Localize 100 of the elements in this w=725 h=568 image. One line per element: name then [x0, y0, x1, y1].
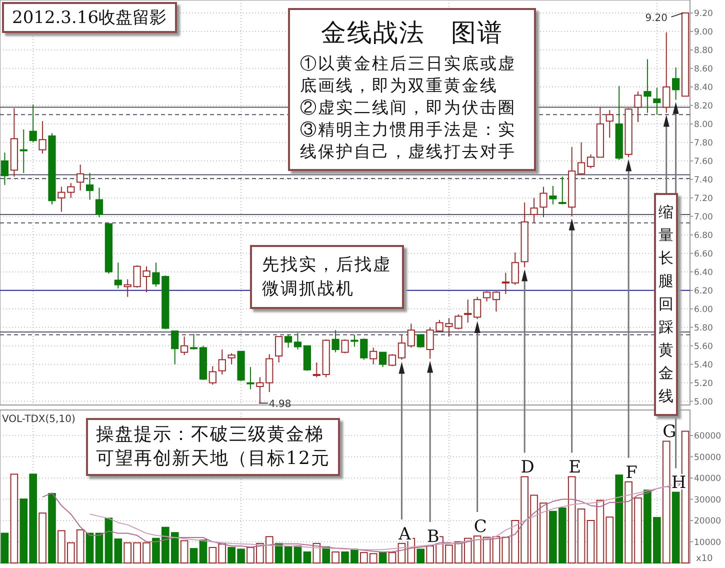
candlestick: [653, 87, 661, 116]
candlestick: [218, 349, 226, 375]
candlestick: [95, 187, 104, 218]
y-tick-label: 5.60: [694, 342, 713, 352]
bar: [615, 474, 624, 564]
bar: [284, 546, 292, 564]
candlestick: [20, 128, 28, 174]
candlestick: [275, 336, 283, 363]
bar: [378, 552, 387, 564]
candlestick: [0, 152, 9, 186]
bar: [492, 536, 500, 564]
data-label: C: [474, 517, 487, 538]
data-label: E: [568, 458, 582, 478]
bar: [606, 516, 614, 564]
bar: [596, 500, 604, 564]
candlestick: [511, 252, 519, 286]
y-tick-label: 5.00: [694, 397, 713, 408]
candlestick: [464, 299, 472, 324]
candlestick: [76, 164, 84, 191]
bar: [38, 512, 46, 564]
y-tick-label: 9.20: [694, 8, 713, 19]
candlestick: [67, 182, 75, 198]
y-tick-label: 7.40: [694, 175, 713, 186]
bar: [586, 520, 595, 564]
bar: [332, 551, 340, 564]
annotation: 金线战法 图谱: [320, 17, 504, 49]
bar: [322, 546, 330, 564]
y-tick-label: 50000: [694, 452, 722, 463]
bar: [294, 546, 302, 564]
candlestick: [416, 334, 424, 348]
candlestick: [379, 352, 387, 368]
annotation: ②虚实二线间，即为伏击圈: [300, 97, 517, 119]
candlestick: [180, 336, 188, 356]
y-tick-label: 30000: [694, 495, 722, 506]
candlestick: [540, 186, 548, 218]
y-tick-label: 8.60: [694, 64, 713, 74]
candlestick: [530, 197, 538, 224]
candlestick: [190, 333, 198, 350]
annotation: ①以黄金柱后三日实底或虚底画线，即为双重黄金线: [300, 53, 517, 97]
candlestick: [114, 262, 122, 289]
y-tick-label: 60000: [694, 432, 722, 442]
chart-title: VOL-TDX(5,10): [2, 414, 76, 425]
bar: [416, 548, 425, 564]
candlestick: [549, 185, 557, 205]
y-tick-label: 6.80: [694, 230, 713, 241]
candlestick: [208, 366, 216, 386]
candlestick: [312, 362, 320, 378]
y-tick-label: 6.60: [694, 249, 713, 260]
candlestick: [634, 91, 642, 123]
data-label: F: [626, 462, 638, 483]
annotation: 操盘提示：不破三级黄金梯: [96, 423, 325, 447]
y-tick-label: 7.00: [694, 212, 713, 222]
bar: [0, 532, 9, 564]
candlestick: [502, 272, 510, 295]
data-label: D: [520, 458, 534, 478]
bar: [388, 552, 396, 564]
annotation: 先找实，后找虚: [262, 254, 392, 277]
bar: [303, 551, 312, 564]
candlestick: [228, 352, 236, 365]
candlestick: [332, 330, 340, 353]
annotation: 可望再创新天地（目标12元: [96, 447, 330, 471]
candlestick: [294, 332, 302, 350]
text: 缩量长腿回踩黄金线: [658, 203, 674, 405]
bar: [672, 492, 680, 564]
candlestick: [558, 176, 566, 205]
y-tick-label: 9.00: [694, 27, 713, 38]
text: x10: [696, 554, 714, 564]
bar: [48, 493, 56, 564]
data-label: G: [662, 422, 676, 442]
candlestick: [388, 354, 396, 367]
y-tick-label: 8.00: [694, 120, 713, 130]
y-tick-label: 20000: [694, 516, 722, 526]
text: 4.98: [268, 399, 292, 410]
y-tick-label: 6.00: [694, 304, 713, 315]
candlestick: [586, 154, 595, 169]
y-tick-label: 8.20: [694, 101, 713, 112]
bar: [86, 532, 94, 564]
candlestick: [644, 58, 652, 114]
data-label: A: [398, 524, 412, 544]
candlestick: [606, 110, 614, 138]
bar: [95, 532, 104, 564]
bar: [10, 474, 18, 564]
y-tick-label: 6.40: [694, 268, 713, 278]
bar: [199, 540, 208, 564]
y-tick-label: 5.40: [694, 360, 713, 370]
annotation: 微调抓战机: [262, 278, 356, 301]
annotation: ③精明主力惯用手法是：实线保护自己，虚线打去对手: [300, 119, 517, 163]
candlestick: [407, 323, 415, 348]
candlestick: [38, 120, 46, 154]
candlestick: [662, 32, 670, 114]
candlestick: [171, 330, 179, 365]
y-tick-label: 7.80: [694, 138, 713, 148]
candlestick: [284, 334, 292, 348]
candlestick: [492, 290, 500, 312]
y-tick-label: 40000: [694, 474, 722, 484]
bar: [662, 440, 670, 564]
candlestick: [86, 172, 94, 200]
candlestick: [58, 186, 66, 212]
candlestick: [474, 296, 482, 320]
bar: [190, 548, 198, 564]
